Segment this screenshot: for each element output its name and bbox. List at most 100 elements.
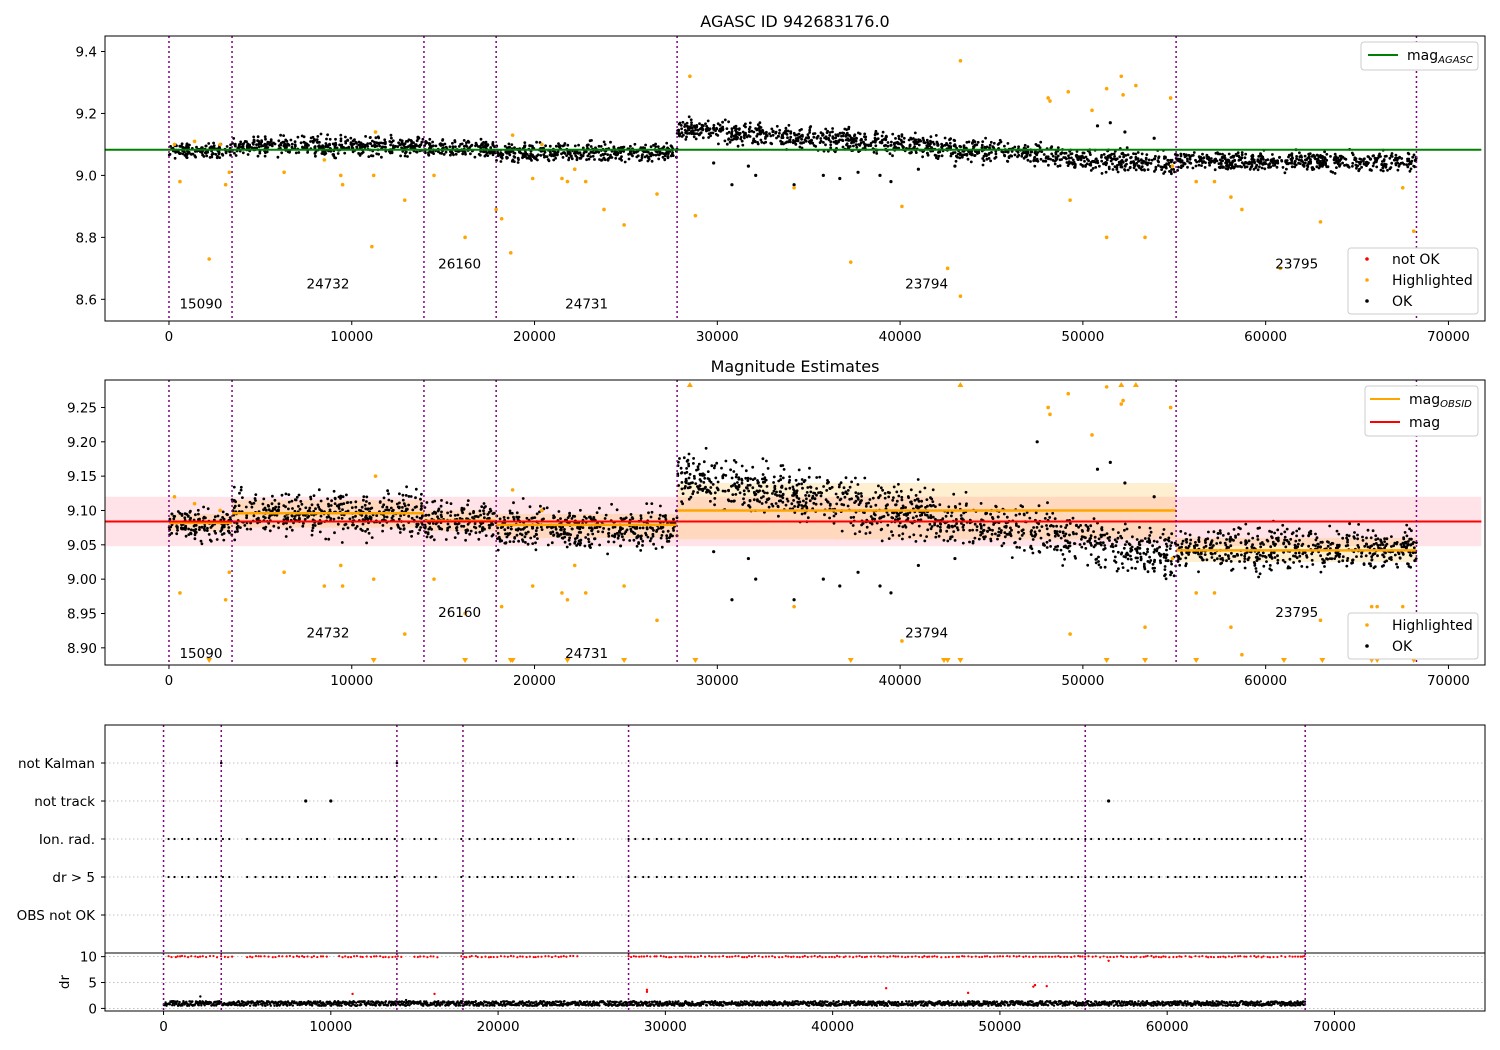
agasc-ok-point <box>1226 158 1230 162</box>
mag-estimates-ok-point <box>367 531 371 535</box>
agasc-ok-point <box>1317 155 1321 159</box>
mag-estimates-ok-point <box>598 506 601 510</box>
mag-estimates-ok-point <box>708 479 712 483</box>
agasc-ok-point <box>784 141 787 145</box>
mag-estimates-ok-point <box>517 527 520 531</box>
mag-estimates-ok-point <box>555 531 559 535</box>
mag-estimates-ok-point <box>1136 560 1139 564</box>
agasc-ok-point <box>645 150 649 154</box>
agasc-ok-point <box>832 140 836 144</box>
mag-estimates-ok-point <box>329 504 333 507</box>
agasc-x-tick-label: 70000 <box>1427 329 1470 345</box>
mag-estimates-ok-point <box>1045 524 1048 527</box>
mag-estimates-ok-point <box>745 486 748 490</box>
mag-estimates-ok-point <box>398 501 401 505</box>
mag-estimates-ok-point <box>509 527 513 531</box>
mag-estimates-ok-point <box>919 514 922 517</box>
agasc-ok-point <box>553 154 557 157</box>
mag-estimates-ok-point <box>832 521 836 525</box>
mag-estimates-ok-point <box>793 505 796 508</box>
agasc-ok-point <box>888 152 892 156</box>
mag-estimates-ok-point <box>396 523 399 527</box>
agasc-ok-point <box>976 140 980 144</box>
mag-estimates-ok-point <box>286 516 290 519</box>
mag-estimates-ok-point <box>702 460 706 464</box>
agasc-ok-point <box>545 155 549 159</box>
agasc-legend-lower: not OK Highlighted OK <box>1347 247 1479 315</box>
mag-estimates-ok-point <box>806 516 810 520</box>
mag-estimates-ok-point <box>1079 524 1082 527</box>
agasc-ok-point <box>1033 156 1036 160</box>
agasc-ok-point <box>401 142 404 145</box>
mag-estimates-ok-point <box>499 526 503 529</box>
mag-estimates-ok-point <box>793 511 797 514</box>
agasc-ok-point <box>363 145 367 149</box>
agasc-ok-point <box>1125 146 1129 150</box>
agasc-ok-point <box>1240 165 1243 169</box>
agasc-ok-point <box>578 156 582 160</box>
mag-estimates-ok-point <box>462 524 466 528</box>
agasc-ok-point <box>1323 150 1326 154</box>
agasc-ok-point <box>953 144 957 148</box>
agasc-highlighted-point <box>792 185 796 190</box>
mag-estimates-ok-point <box>552 514 555 518</box>
mag-estimates-ok-point <box>368 502 371 505</box>
agasc-ok-point <box>1373 156 1377 160</box>
mag-estimates-ok-point <box>696 465 700 469</box>
agasc-ok-point <box>680 127 683 131</box>
mag-estimates-ok-point <box>919 534 923 537</box>
mag-estimates-ok-point <box>732 470 736 473</box>
mag-estimates-ok-point <box>346 526 350 530</box>
agasc-ok-point <box>1133 163 1137 167</box>
mag-estimates-ok-point <box>551 525 555 529</box>
mag-estimates-ok-point <box>834 512 838 516</box>
mag-estimates-ok-point <box>579 531 583 534</box>
mag-estimates-ok-point <box>538 510 541 514</box>
mag-estimates-ok-point <box>1015 545 1019 549</box>
agasc-ok-point <box>1237 158 1241 162</box>
mag-estimates-ok-point <box>808 499 812 503</box>
mag-estimates-ok-point <box>1117 531 1120 534</box>
mag-estimates-ok-point <box>1061 564 1065 567</box>
agasc-ok-point <box>427 151 430 155</box>
mag-estimates-ok-point <box>810 496 814 500</box>
mag-estimates-ok-point <box>175 532 179 536</box>
mag-estimates-ok-point <box>955 522 958 525</box>
agasc-highlighted-point <box>1068 198 1072 202</box>
agasc-ok-point <box>1304 161 1307 165</box>
mag-estimates-ok-point <box>912 533 916 537</box>
agasc-ok-point <box>229 143 233 147</box>
mag-estimates-ok-point <box>982 523 986 527</box>
mag-estimates-ok-point <box>805 506 809 510</box>
mag-estimates-ok-point <box>945 529 949 533</box>
agasc-ok-point <box>287 143 290 146</box>
agasc-ok-point <box>1153 157 1157 161</box>
mag-estimates-ok-point <box>946 511 950 514</box>
agasc-ok-point <box>974 150 978 153</box>
agasc-ok-point <box>1380 163 1384 167</box>
agasc-ok-point <box>346 139 350 142</box>
agasc-ok-point <box>1227 165 1230 168</box>
mag-estimates-ok-point <box>692 474 696 478</box>
agasc-ok-point <box>383 138 387 142</box>
agasc-ok-point <box>826 129 829 133</box>
mag-estimates-ok-point <box>788 475 791 479</box>
mag-estimates-ok-point <box>1099 566 1103 569</box>
mag-estimates-ok-point <box>895 499 899 503</box>
mag-estimates-ok-point <box>271 494 274 498</box>
agasc-ok-point <box>661 146 665 150</box>
agasc-ok-point <box>684 131 687 135</box>
agasc-ok-point <box>989 159 992 163</box>
agasc-highlighted-point <box>371 173 376 178</box>
mag-estimates-ok-point <box>184 524 188 528</box>
agasc-ok-point <box>328 143 332 147</box>
agasc-ok-point <box>557 142 560 146</box>
agasc-ok-point <box>1104 156 1108 160</box>
agasc-ok-point <box>667 152 670 156</box>
mag-estimates-ok-point <box>1101 533 1105 537</box>
agasc-ok-point <box>1098 164 1101 168</box>
mag-estimates-ok-point <box>1139 555 1143 559</box>
agasc-ok-point <box>694 128 697 132</box>
agasc-ok-point <box>384 142 387 146</box>
mag-estimates-ok-point <box>503 528 507 532</box>
